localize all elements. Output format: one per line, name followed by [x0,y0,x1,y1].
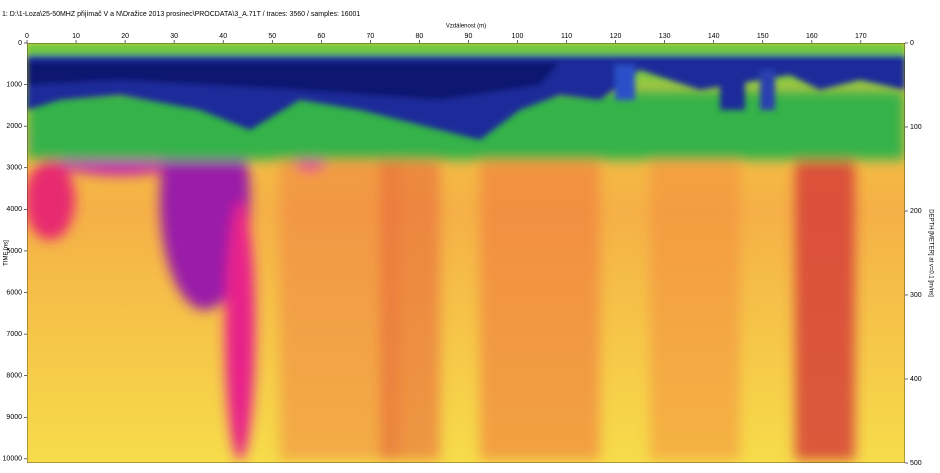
y-tick-label: 5000 [6,248,22,255]
x-tick-label: 60 [317,33,325,40]
radargram [27,43,905,463]
y-tick-label: 8000 [6,373,22,380]
x-tick-label: 30 [170,33,178,40]
x-tick-label: 0 [25,33,29,40]
y2-tick-label: 0 [910,40,914,47]
y-tick-label: 2000 [6,123,22,130]
y-axis-label: TIME [ns] [4,240,10,266]
x-tick-label: 10 [72,33,80,40]
x-tick-label: 120 [610,33,622,40]
x-tick-label: 20 [121,33,129,40]
x-tick-label: 80 [416,33,424,40]
y2-tick-label: 300 [910,292,922,299]
y2-tick-label: 100 [910,124,922,131]
y-tick-label: 1000 [6,81,22,88]
x-tick-label: 90 [465,33,473,40]
y-tick-label: 6000 [6,289,22,296]
x-tick-label: 130 [659,33,671,40]
y-tick-label: 3000 [6,165,22,172]
x-tick-label: 100 [512,33,524,40]
y-tick-label: 9000 [6,414,22,421]
y-tick-label: 4000 [6,206,22,213]
chart-title: 1: D:\1-Loza\25-50MHZ přijímač V a N\Dra… [2,11,360,18]
y2-tick-label: 400 [910,376,922,383]
x-tick-label: 140 [708,33,720,40]
x-tick-label: 160 [806,33,818,40]
x-tick-label: 150 [757,33,769,40]
y-tick-label: 0 [18,40,22,47]
y-tick-label: 10000 [3,456,23,463]
x-tick-label: 70 [366,33,374,40]
x-tick-label: 110 [561,33,572,40]
x-tick-label: 40 [219,33,227,40]
y2-axis-label: DEPTH [METER] at v=0.1 [m/ns] [927,209,933,297]
x-tick-label: 50 [268,33,276,40]
y-tick-label: 7000 [6,331,22,338]
y2-tick-label: 500 [910,460,922,467]
y2-tick-label: 200 [910,208,922,215]
x-tick-label: 170 [855,33,867,40]
x-axis-label: Vzdálenost (m) [446,24,486,30]
